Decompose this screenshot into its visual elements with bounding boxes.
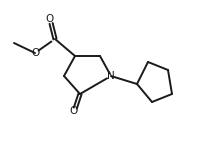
Text: O: O (31, 48, 39, 58)
Text: O: O (70, 106, 78, 116)
Text: N: N (107, 71, 115, 81)
Text: O: O (46, 14, 54, 24)
